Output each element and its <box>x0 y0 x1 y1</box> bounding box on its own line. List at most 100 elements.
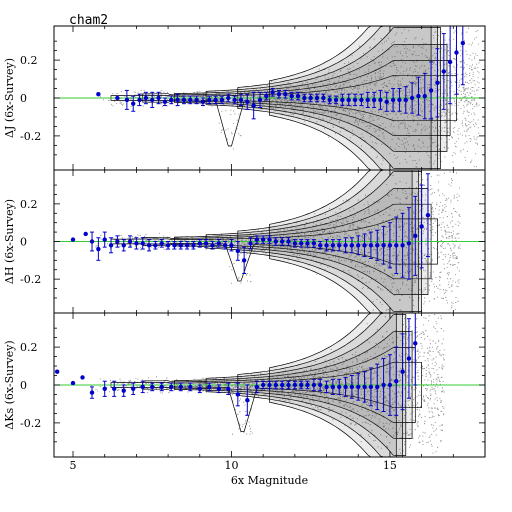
panel-j-cloud-point <box>475 31 477 33</box>
panel-h-cloud-point <box>436 174 438 176</box>
panel-j-cloud-point <box>267 90 268 92</box>
panel-j-cloud-point <box>441 57 443 59</box>
panel-j-cloud-point <box>463 130 465 132</box>
panel-j-cloud-point <box>262 98 264 100</box>
panel-j-cloud-point <box>438 88 440 90</box>
panel-h-cloud-point <box>447 284 449 285</box>
panel-j-cloud-point <box>343 83 345 85</box>
panel-j-cloud-point <box>397 70 399 72</box>
panel-j-cloud-point <box>193 96 195 98</box>
panel-j-cloud-point <box>471 59 473 61</box>
panel-j-cloud-point <box>404 124 406 126</box>
panel-j-cloud-point <box>280 100 282 102</box>
panel-j-cloud-point <box>206 98 208 100</box>
panel-j-cloud-point <box>267 98 269 100</box>
panel-j-cloud-point <box>288 91 290 93</box>
panel-j-cloud-point <box>434 70 436 72</box>
panel-j-cloud-point <box>327 112 329 114</box>
panel-j-cloud-point <box>439 65 441 66</box>
panel-j-cloud-point <box>211 102 213 104</box>
panel-j-cloud-point <box>409 107 411 108</box>
panel-j-cloud-point <box>289 93 291 95</box>
panel-j-cloud-point <box>454 153 456 155</box>
panel-j-cloud-point <box>408 81 410 83</box>
panel-j-cloud-point <box>112 105 114 107</box>
panel-j-cloud-point <box>454 75 456 77</box>
panel-j-cloud-point <box>288 94 290 96</box>
panel-j-cloud-point <box>427 84 429 85</box>
panel-j-cloud-point <box>301 104 303 106</box>
panel-j-cloud-point <box>306 86 308 88</box>
panel-j-cloud-point <box>414 65 416 67</box>
panel-j-cloud-point <box>450 80 452 82</box>
panel-j-cloud-point <box>451 113 453 115</box>
panel-j-cloud-point <box>303 120 305 122</box>
panel-j-cloud-point <box>356 93 358 94</box>
panel-j-cloud-point <box>469 54 471 56</box>
panel-j-cloud-point <box>415 115 417 117</box>
panel-j-cloud-point <box>476 63 477 65</box>
panel-j-cloud-point <box>223 100 225 102</box>
panel-j-cloud-point <box>339 77 341 79</box>
panel-h-cloud-point <box>452 302 454 304</box>
panel-j-cloud-point <box>382 106 384 107</box>
panel-h-cloud-point <box>457 300 459 302</box>
panel-j-cloud-point <box>219 94 221 96</box>
panel-h-cloud-point <box>159 232 160 234</box>
panel-h-cloud-point <box>130 245 132 247</box>
panel-h-cloud-point <box>431 202 433 204</box>
panel-j-cloud-point <box>389 91 391 93</box>
panel-j-cloud-point <box>450 82 452 84</box>
panel-j-cloud-point <box>391 56 393 58</box>
panel-j-cloud-point <box>336 89 338 91</box>
panel-j-cloud-point <box>455 146 457 148</box>
panel-j-cloud-point <box>269 106 271 108</box>
panel-j-cloud-point <box>240 135 242 137</box>
panel-j-cloud-point <box>322 112 324 114</box>
panel-j-cloud-point <box>230 109 232 111</box>
panel-j-cloud-point <box>266 93 268 95</box>
panel-j-cloud-point <box>319 91 321 93</box>
panel-j-cloud-point <box>315 95 317 97</box>
panel-j-cloud-point <box>427 100 429 102</box>
panel-j-cloud-point <box>415 70 417 72</box>
panel-j-cloud-point <box>437 90 439 92</box>
panel-j-cloud-point <box>425 70 426 72</box>
panel-j-cloud-point <box>422 79 424 81</box>
panel-j-cloud-point <box>172 101 174 103</box>
panel-j-cloud-point <box>297 90 299 92</box>
panel-j-cloud-point <box>402 78 403 80</box>
panel-j-cloud-point <box>302 95 304 97</box>
panel-j-cloud-point <box>467 103 469 105</box>
data-point <box>143 95 149 101</box>
panel-j-cloud-point <box>130 98 132 100</box>
panel-h-cloud-point <box>155 239 157 241</box>
panel-h-cloud-point <box>453 247 455 249</box>
panel-j-cloud-point <box>414 109 416 111</box>
panel-j-cloud-point <box>370 125 372 127</box>
panel-j-cloud-point <box>413 119 415 121</box>
panel-j-cloud-point <box>461 60 462 62</box>
panel-j-cloud-point <box>455 59 457 61</box>
panel-j-cloud-point <box>288 98 290 100</box>
panel-j-cloud-point <box>307 81 308 83</box>
panel-h-cloud-point <box>437 190 439 192</box>
panel-j-cloud-point <box>257 96 258 98</box>
panel-j-cloud-point <box>406 56 408 58</box>
panel-j-cloud-point <box>256 106 258 108</box>
panel-j-cloud-point <box>389 152 391 154</box>
panel-h-cloud-point <box>457 200 459 202</box>
panel-j-cloud-point <box>316 103 318 105</box>
panel-j-cloud-point <box>445 103 447 105</box>
panel-j-cloud-point <box>463 86 465 88</box>
panel-h-cloud-point <box>459 216 461 217</box>
panel-j-cloud-point <box>301 93 303 95</box>
panel-h-cloud-point <box>150 246 152 248</box>
panel-j-cloud-point <box>455 145 456 147</box>
panel-j-cloud-point <box>344 104 346 106</box>
panel-j-cloud-point <box>395 76 397 78</box>
panel-j-cloud-point <box>353 66 355 68</box>
panel-j-cloud-point <box>289 103 291 105</box>
panel-j-cloud-point <box>353 87 355 89</box>
panel-h-cloud-point <box>430 185 432 186</box>
